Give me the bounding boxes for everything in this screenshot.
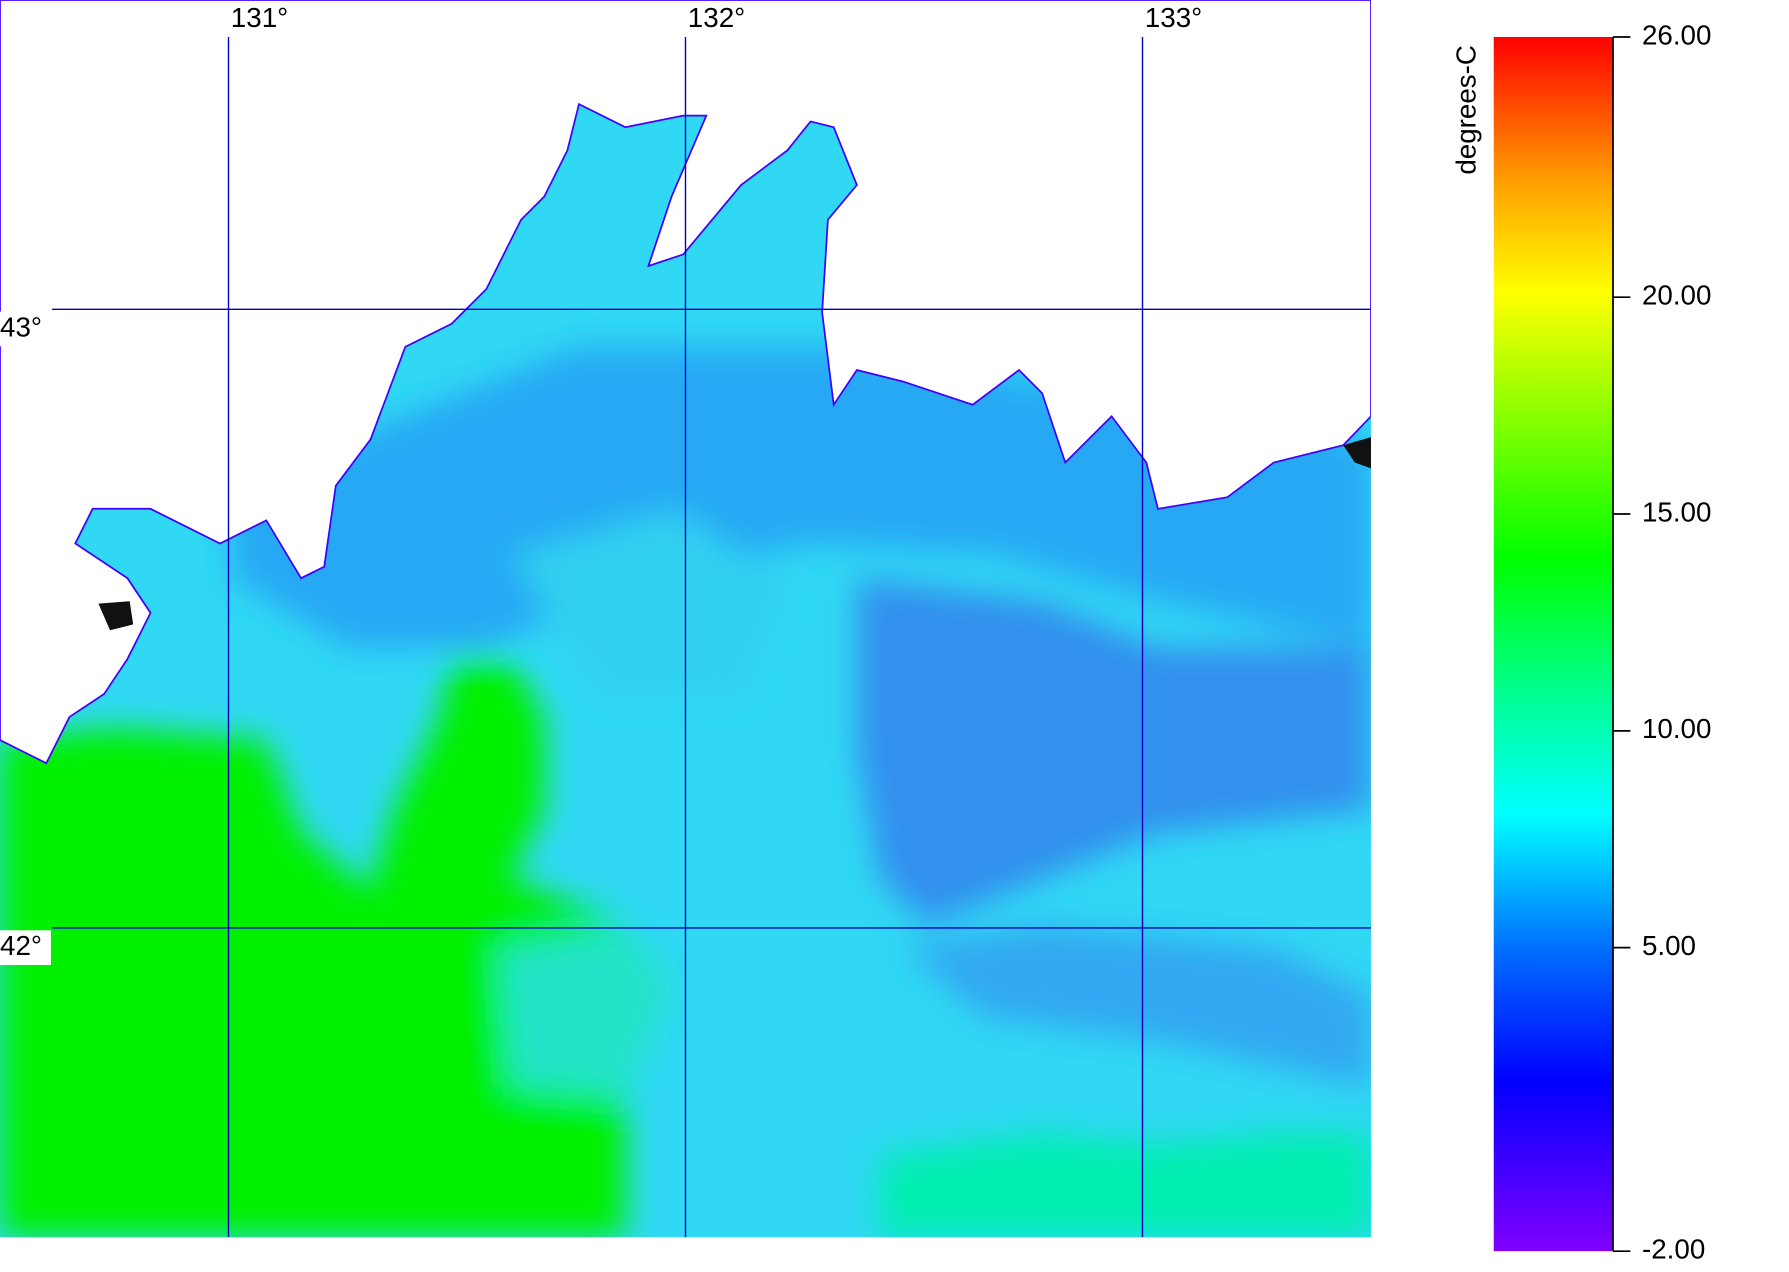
latitude-label-bg xyxy=(0,311,51,347)
colorbar-label: degrees-C xyxy=(1451,45,1482,175)
longitude-label: 132° xyxy=(688,2,745,33)
graticule xyxy=(52,37,1371,1238)
longitude-label: 133° xyxy=(1145,2,1202,33)
colorbar-tick-label: 15.00 xyxy=(1642,496,1712,527)
latitude-label-bg xyxy=(0,930,51,965)
colorbar-tick-label: -2.00 xyxy=(1642,1234,1705,1265)
latitude-label: 42° xyxy=(0,930,42,961)
colorbar-tick-label: 10.00 xyxy=(1642,713,1712,744)
colorbar-tick-label: 20.00 xyxy=(1642,280,1712,311)
latitude-label: 43° xyxy=(0,311,42,342)
colorbar-tick-label: 26.00 xyxy=(1642,19,1712,50)
colorbar-tick-label: 5.00 xyxy=(1642,930,1696,961)
colorbar xyxy=(1493,37,1613,1252)
longitude-label: 131° xyxy=(231,2,288,33)
